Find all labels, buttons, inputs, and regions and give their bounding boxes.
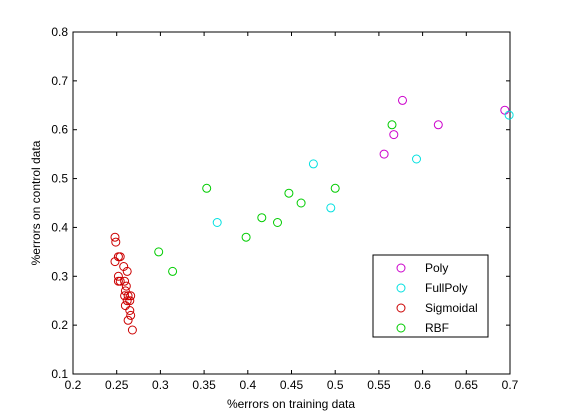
y-tick-label: 0.4 <box>51 220 68 234</box>
point-sigmoidal <box>120 276 130 286</box>
x-tick-label: 0.4 <box>239 378 256 392</box>
point-fullpoly <box>326 203 336 213</box>
legend-box <box>372 254 489 338</box>
point-sigmoidal <box>110 232 120 242</box>
point-poly <box>398 95 407 105</box>
point-sigmoidal <box>123 315 133 325</box>
point-fullpoly <box>308 159 318 169</box>
point-poly <box>379 149 389 159</box>
point-rbf <box>330 183 340 193</box>
legend-label-rbf: RBF <box>425 321 449 335</box>
x-tick-label: 0.55 <box>367 378 391 392</box>
data-points <box>110 95 514 335</box>
legend-marker-fullpoly <box>396 283 406 293</box>
x-tick-label: 0.5 <box>327 378 344 392</box>
point-rbf <box>168 266 178 276</box>
x-tick-label: 0.7 <box>502 378 519 392</box>
x-tick-label: 0.65 <box>455 378 479 392</box>
x-tick-label: 0.2 <box>65 378 82 392</box>
y-tick-label: 0.3 <box>51 269 68 283</box>
point-sigmoidal <box>122 266 132 276</box>
point-rbf <box>241 232 251 242</box>
legend-marker-rbf <box>396 323 406 333</box>
point-rbf <box>284 188 294 198</box>
x-tick-label: 0.35 <box>192 378 216 392</box>
x-axis-label: %errors on training data <box>227 397 355 411</box>
point-rbf <box>273 218 282 227</box>
x-tick-label: 0.25 <box>105 378 129 392</box>
y-tick-label: 0.7 <box>51 74 68 88</box>
legend-label-sigmoidal: Sigmoidal <box>425 301 478 315</box>
point-sigmoidal <box>123 291 133 301</box>
point-sigmoidal <box>121 281 131 291</box>
point-sigmoidal <box>125 306 135 315</box>
point-sigmoidal <box>113 276 123 286</box>
y-tick-label: 0.6 <box>51 123 68 137</box>
point-poly <box>433 120 443 130</box>
point-sigmoidal <box>111 237 121 247</box>
point-sigmoidal <box>113 252 123 262</box>
axis-ticks: 0.2 0.25 0.3 0.35 0.4 0.45 0.5 0.55 0.6 0.65 0.7 0.… <box>51 25 518 392</box>
point-sigmoidal <box>122 296 132 306</box>
point-sigmoidal <box>127 325 137 335</box>
legend-marker-sigmoidal <box>396 303 406 313</box>
point-fullpoly <box>412 154 421 164</box>
y-tick-label: 0.2 <box>51 318 68 332</box>
legend-label-fullpoly: FullPoly <box>425 281 468 295</box>
y-tick-label: 0.8 <box>51 25 68 39</box>
legend-marker-poly <box>396 263 406 273</box>
point-rbf <box>154 247 164 257</box>
legend-label-poly: Poly <box>425 261 448 275</box>
point-rbf <box>202 183 212 193</box>
point-sigmoidal <box>120 291 130 301</box>
x-tick-label: 0.6 <box>414 378 431 392</box>
point-poly <box>389 130 399 140</box>
point-sigmoidal <box>113 271 123 281</box>
point-rbf <box>296 198 306 208</box>
y-axis-label: %errors on control data <box>29 140 43 265</box>
x-tick-label: 0.45 <box>280 378 304 392</box>
point-sigmoidal <box>120 286 130 296</box>
point-fullpoly <box>212 218 222 227</box>
point-sigmoidal <box>110 257 120 267</box>
x-tick-label: 0.3 <box>152 378 169 392</box>
point-rbf <box>387 120 397 130</box>
legend: Poly FullPoly Sigmoidal RBF <box>372 254 489 338</box>
point-fullpoly <box>504 110 514 120</box>
point-rbf <box>257 213 267 223</box>
point-sigmoidal <box>126 310 136 320</box>
y-tick-label: 0.1 <box>51 367 68 381</box>
y-tick-label: 0.5 <box>51 172 68 186</box>
